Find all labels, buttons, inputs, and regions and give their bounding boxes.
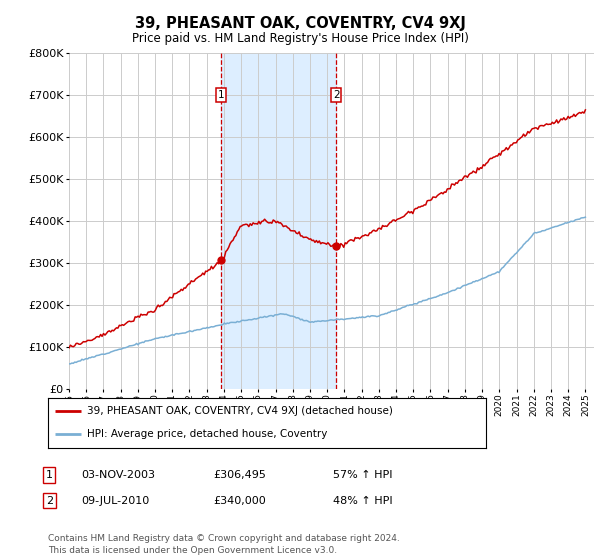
Text: 57% ↑ HPI: 57% ↑ HPI bbox=[333, 470, 392, 480]
Text: 09-JUL-2010: 09-JUL-2010 bbox=[81, 496, 149, 506]
Text: 39, PHEASANT OAK, COVENTRY, CV4 9XJ (detached house): 39, PHEASANT OAK, COVENTRY, CV4 9XJ (det… bbox=[88, 406, 393, 416]
Text: Price paid vs. HM Land Registry's House Price Index (HPI): Price paid vs. HM Land Registry's House … bbox=[131, 32, 469, 45]
Text: 1: 1 bbox=[218, 90, 224, 100]
Text: Contains HM Land Registry data © Crown copyright and database right 2024.
This d: Contains HM Land Registry data © Crown c… bbox=[48, 534, 400, 555]
Text: 39, PHEASANT OAK, COVENTRY, CV4 9XJ: 39, PHEASANT OAK, COVENTRY, CV4 9XJ bbox=[134, 16, 466, 31]
Text: £340,000: £340,000 bbox=[213, 496, 266, 506]
Text: HPI: Average price, detached house, Coventry: HPI: Average price, detached house, Cove… bbox=[88, 430, 328, 440]
Text: £306,495: £306,495 bbox=[213, 470, 266, 480]
Text: 48% ↑ HPI: 48% ↑ HPI bbox=[333, 496, 392, 506]
Text: 1: 1 bbox=[46, 470, 53, 480]
Text: 03-NOV-2003: 03-NOV-2003 bbox=[81, 470, 155, 480]
Text: 2: 2 bbox=[333, 90, 340, 100]
Bar bbox=[221, 53, 336, 389]
Text: 2: 2 bbox=[46, 496, 53, 506]
